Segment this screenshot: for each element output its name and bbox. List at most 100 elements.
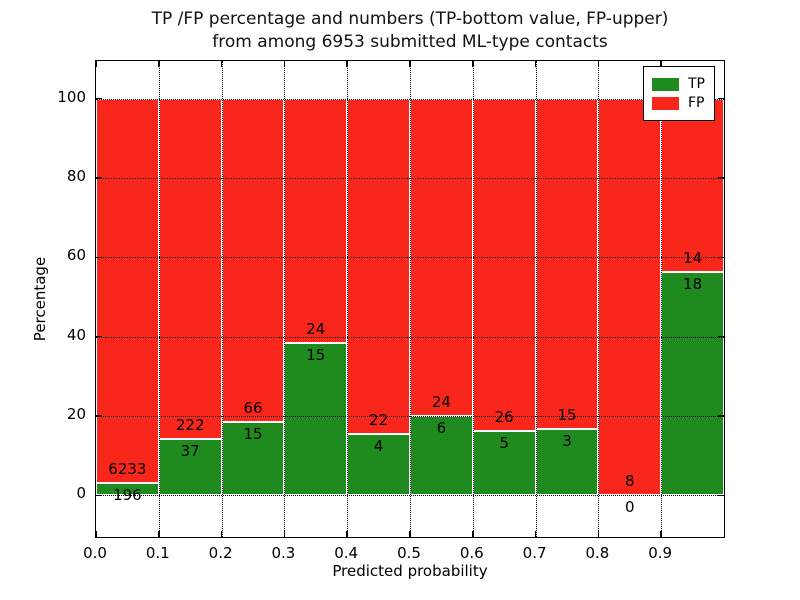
x-tick-label: 0.7 (522, 544, 547, 562)
y-tick-mark-left (96, 97, 102, 100)
fp-legend-label: FP (688, 95, 705, 111)
bar-segment-tp (158, 438, 222, 496)
x-tick-label: 0.0 (83, 544, 107, 562)
x-tick-mark-top (346, 61, 348, 67)
tp-count-label: 6 (436, 419, 447, 438)
bar-segment-tp (661, 272, 724, 496)
bar-segment-tp (284, 342, 348, 496)
x-tick-mark-top (220, 61, 223, 67)
legend-entry-tp: TP (652, 76, 705, 92)
gridline-vertical (158, 61, 160, 537)
tp-count-label: 0 (625, 498, 635, 517)
x-tick-label: 0.9 (648, 544, 673, 562)
x-tick-label: 0.1 (145, 544, 170, 562)
bar-segment-fp (661, 98, 724, 273)
y-tick-mark-left (96, 415, 102, 417)
x-tick-mark-bottom (220, 531, 223, 537)
chart-title: TP /FP percentage and numbers (TP-bottom… (95, 8, 725, 54)
fp-count-label: 24 (306, 319, 326, 338)
x-tick-label: 0.3 (271, 544, 296, 562)
bar-segment-fp (347, 98, 410, 435)
y-tick-label: 0 (76, 484, 86, 503)
y-tick-label: 40 (66, 325, 86, 344)
bar-segment-tp (221, 421, 285, 496)
x-tick-mark-bottom (409, 531, 411, 537)
tp-count-label: 3 (562, 432, 572, 451)
bar-segment-tp (96, 483, 159, 496)
chart-title-line2: from among 6953 submitted ML-type contac… (212, 32, 608, 52)
x-tick-mark-top (660, 61, 662, 67)
x-tick-mark-bottom (95, 531, 97, 537)
plot-area: TP FP 6233 196 222 37 66 15 24 15 22 4 24 6 26 5 15 3 8 0… (95, 60, 725, 538)
fp-count-label: 14 (683, 249, 703, 268)
gridline-vertical (410, 61, 411, 537)
y-tick-label: 20 (66, 405, 86, 424)
tp-count-label: 15 (306, 345, 326, 364)
fp-count-label: 26 (494, 408, 514, 427)
chart-title-line1: TP /FP percentage and numbers (TP-bottom… (151, 9, 669, 29)
tp-legend-label: TP (688, 76, 705, 92)
tp-count-label: 196 (113, 486, 142, 505)
tp-legend-swatch (652, 77, 679, 91)
gridline-vertical (284, 61, 286, 537)
y-tick-label: 60 (66, 246, 86, 265)
x-tick-mark-top (534, 61, 537, 67)
y-tick-mark-right (718, 335, 724, 338)
legend-entry-fp: FP (652, 95, 705, 111)
tp-count-label: 5 (499, 434, 509, 453)
x-tick-mark-bottom (534, 531, 537, 537)
x-tick-mark-bottom (660, 531, 662, 537)
y-tick-mark-right (718, 177, 724, 179)
fp-count-label: 22 (369, 411, 389, 430)
x-tick-mark-top (409, 61, 411, 67)
x-tick-label: 0.5 (397, 544, 421, 562)
y-tick-mark-right (718, 494, 724, 497)
bar-segment-fp (158, 98, 222, 439)
gridline-vertical (535, 61, 537, 537)
x-tick-label: 0.8 (585, 544, 610, 562)
bar-segment-tp (347, 434, 410, 496)
bar-segment-fp (598, 98, 662, 496)
tp-count-label: 15 (243, 424, 263, 443)
x-tick-mark-bottom (346, 531, 348, 537)
gridline-vertical (472, 61, 474, 537)
gridline-vertical (221, 61, 223, 537)
tp-count-label: 4 (373, 437, 384, 456)
fp-count-label: 66 (243, 398, 263, 417)
gridline-vertical (661, 61, 663, 537)
gridline-vertical (347, 61, 349, 537)
bar-segment-fp (472, 98, 536, 432)
fp-legend-swatch (652, 96, 679, 110)
fp-count-label: 8 (625, 472, 635, 491)
y-tick-mark-left (96, 494, 102, 497)
y-tick-label: 80 (66, 167, 86, 186)
x-axis-label: Predicted probability (332, 562, 488, 580)
bar-segment-fp (221, 98, 285, 422)
y-tick-mark-right (718, 415, 724, 417)
x-tick-mark-bottom (158, 531, 160, 537)
y-tick-mark-left (96, 335, 102, 338)
x-tick-label: 0.4 (334, 544, 359, 562)
legend: TP FP (643, 66, 715, 121)
x-tick-mark-top (95, 61, 97, 67)
x-tick-mark-top (472, 61, 474, 67)
fp-count-label: 6233 (108, 460, 147, 479)
x-tick-label: 0.2 (208, 544, 233, 562)
y-tick-mark-right (718, 97, 724, 100)
fp-count-label: 15 (557, 406, 577, 425)
x-tick-mark-bottom (597, 531, 600, 537)
gridline-vertical (598, 61, 600, 537)
x-tick-mark-top (283, 61, 286, 67)
y-tick-mark-right (718, 256, 724, 259)
x-tick-mark-bottom (472, 531, 474, 537)
y-tick-mark-left (96, 256, 102, 259)
bar-segment-fp (284, 98, 348, 343)
x-tick-mark-top (158, 61, 160, 67)
bar-segment-fp (96, 98, 159, 484)
y-tick-label: 100 (57, 87, 86, 106)
fp-count-label: 24 (431, 393, 451, 412)
tp-count-label: 18 (683, 275, 703, 294)
fp-count-label: 222 (175, 415, 205, 434)
bar-segment-tp (535, 429, 599, 496)
y-tick-mark-left (96, 177, 102, 179)
